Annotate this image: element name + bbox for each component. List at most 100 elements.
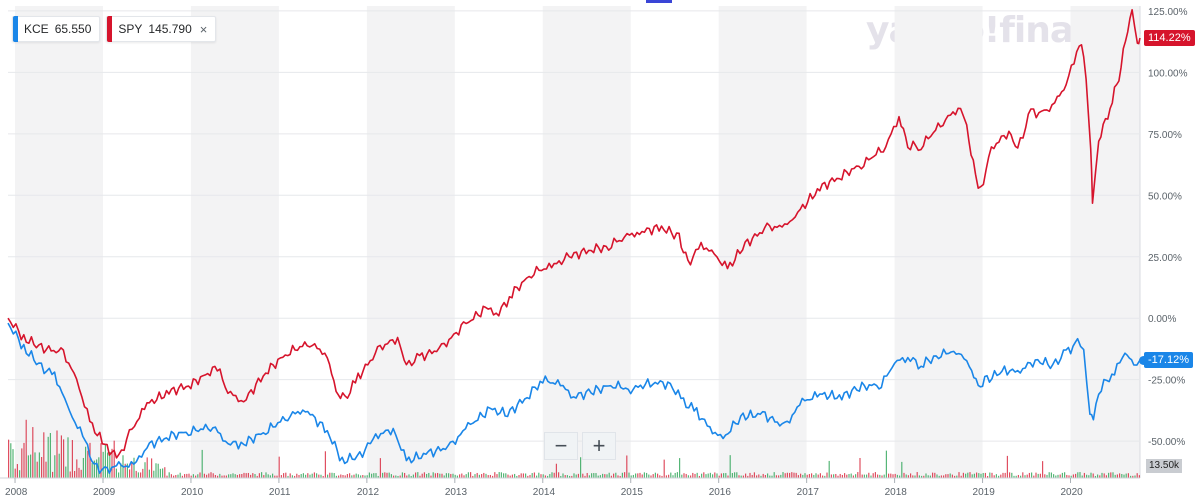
volume-bar	[153, 470, 155, 478]
x-tick-label: 2017	[797, 487, 820, 498]
volume-bar	[608, 472, 610, 478]
volume-bar	[661, 475, 663, 478]
volume-bar	[789, 472, 791, 478]
volume-bar	[1053, 474, 1055, 478]
volume-bar	[573, 473, 575, 478]
volume-bar	[421, 473, 423, 478]
volume-bar	[747, 475, 749, 478]
volume-bar	[690, 475, 692, 478]
volume-bar	[69, 471, 71, 478]
volume-bar	[582, 473, 584, 478]
volume-bar	[1037, 473, 1039, 478]
volume-bar	[1048, 472, 1050, 478]
volume-bar	[826, 472, 828, 478]
volume-bar	[401, 472, 403, 478]
volume-bar	[364, 475, 366, 478]
volume-bar	[223, 475, 225, 478]
volume-bar	[210, 472, 212, 478]
volume-bar	[1101, 472, 1103, 478]
volume-bar	[276, 475, 278, 478]
volume-bar	[628, 472, 630, 478]
volume-bar	[707, 473, 709, 478]
volume-bar	[621, 472, 623, 478]
volume-bar	[956, 475, 958, 478]
volume-bar	[120, 463, 122, 478]
volume-bar	[841, 474, 843, 478]
volume-bar	[811, 473, 813, 478]
volume-bar	[718, 475, 720, 478]
volume-bar	[624, 472, 626, 478]
volume-bar	[232, 473, 234, 478]
volume-bar	[547, 475, 549, 478]
volume-bar	[54, 455, 56, 478]
volume-bar	[252, 473, 254, 478]
volume-bar	[1011, 472, 1013, 478]
volume-bar	[511, 474, 513, 478]
volume-bar	[918, 475, 920, 478]
legend-chip-kce[interactable]: KCE 65.550	[12, 16, 101, 42]
volume-bar	[34, 452, 36, 478]
volume-bar	[846, 474, 848, 478]
zoom-in-button[interactable]: +	[582, 432, 616, 460]
volume-bar	[324, 451, 326, 478]
y-tick-label: -25.00%	[1148, 376, 1185, 387]
volume-bar	[577, 473, 579, 478]
zoom-out-button[interactable]: −	[544, 432, 578, 460]
horizontal-gridlines	[8, 10, 1140, 442]
volume-bar	[208, 473, 210, 478]
x-tick-label: 2012	[357, 487, 380, 498]
volume-bar	[507, 474, 509, 478]
volume-bar	[888, 473, 890, 478]
volume-bar	[234, 474, 236, 478]
volume-bar	[85, 446, 87, 478]
volume-bar	[217, 475, 219, 478]
volume-bar	[685, 473, 687, 478]
volume-bar	[993, 475, 995, 478]
volume-bar	[916, 472, 918, 478]
volume-bar	[907, 475, 909, 478]
volume-bar	[951, 474, 953, 478]
series-line-spy	[7, 9, 1141, 459]
volume-bar	[740, 475, 742, 478]
volume-bar	[263, 475, 265, 478]
volume-bar	[1066, 474, 1068, 478]
volume-bar	[921, 475, 923, 478]
volume-bar	[115, 468, 117, 478]
x-tick-label: 2013	[445, 487, 468, 498]
volume-bar	[784, 473, 786, 478]
volume-bar	[976, 472, 978, 478]
volume-bar	[632, 474, 634, 478]
volume-bar	[874, 472, 876, 478]
volume-bar	[1097, 474, 1099, 478]
volume-bar	[912, 475, 914, 478]
close-icon[interactable]: ×	[199, 21, 208, 37]
volume-bar	[650, 475, 652, 478]
volume-bar	[791, 472, 793, 478]
legend-chip-spy[interactable]: SPY 145.790 ×	[106, 16, 217, 42]
volume-bar	[1013, 475, 1015, 478]
volume-bar	[626, 455, 628, 478]
volume-bar	[168, 472, 170, 478]
volume-bar	[925, 473, 927, 478]
volume-bar	[441, 473, 443, 478]
volume-bar	[617, 475, 619, 478]
y-tick-label: -50.00%	[1148, 437, 1185, 448]
x-tick-label: 2016	[709, 487, 732, 498]
volume-bar	[351, 475, 353, 478]
volume-bar	[588, 475, 590, 478]
volume-bar	[296, 473, 298, 478]
volume-bar	[450, 473, 452, 478]
volume-bar	[113, 440, 115, 478]
volume-bar	[771, 475, 773, 478]
volume-bar	[692, 472, 694, 478]
volume-bar	[1072, 474, 1074, 478]
spy-price: 145.790	[148, 22, 192, 36]
x-tick-label: 2018	[885, 487, 908, 498]
volume-bar	[170, 474, 172, 478]
volume-bar	[346, 474, 348, 478]
volume-bar	[863, 474, 865, 478]
volume-bar	[1132, 475, 1134, 478]
volume-bar	[379, 458, 381, 478]
volume-bar	[76, 459, 78, 478]
